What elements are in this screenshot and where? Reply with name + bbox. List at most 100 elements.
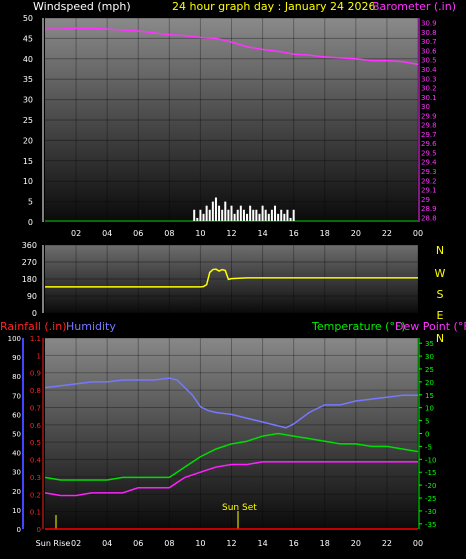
windspeed-bar xyxy=(289,217,292,221)
humidity-line xyxy=(44,377,418,429)
windspeed-bar xyxy=(246,213,249,221)
temperature-tick-label: 10 xyxy=(425,405,434,413)
barometer-tick-label: 30.4 xyxy=(421,66,437,74)
x-tick-label: 16 xyxy=(289,229,299,238)
barometer-axis-label: Barometer (.in) xyxy=(372,0,456,13)
rainfall-tick-label: 1.1 xyxy=(30,335,41,343)
windspeed-bar xyxy=(249,205,252,221)
windspeed-bar xyxy=(202,213,205,221)
windspeed-bar xyxy=(193,209,196,221)
barometer-tick-label: 30.5 xyxy=(421,57,437,65)
humidity-tick-label: 50 xyxy=(12,431,21,439)
x-tick-label: 10 xyxy=(195,229,205,238)
x-tick-label: 22 xyxy=(382,539,392,548)
x-tick-label: 10 xyxy=(195,539,205,548)
humidity-tick-label: 30 xyxy=(12,469,21,477)
x-tick-label: 14 xyxy=(257,229,267,238)
barometer-tick-label: 30 xyxy=(421,103,430,111)
rainfall-tick-label: 0.6 xyxy=(30,422,42,430)
windspeed-tick-label: 40 xyxy=(23,55,33,64)
windspeed-bar xyxy=(270,209,273,221)
x-tick-label: 12 xyxy=(226,229,236,238)
windspeed-bar xyxy=(280,209,283,221)
barometer-tick-label: 30.7 xyxy=(421,38,437,46)
temperature-tick-label: -30 xyxy=(425,508,436,516)
humidity-tick-label: 60 xyxy=(12,411,21,419)
compass-label: E xyxy=(437,309,444,322)
humidity-tick-label: 0 xyxy=(17,526,21,534)
windspeed-bar xyxy=(236,209,239,221)
windspeed-tick-label: 25 xyxy=(23,116,33,125)
temperature-axis-label: Temperature (°F) xyxy=(312,320,406,333)
windspeed-bar xyxy=(214,197,217,221)
temperature-tick-label: -35 xyxy=(425,521,436,529)
x-tick-label: 12 xyxy=(226,539,236,548)
windspeed-bar xyxy=(208,209,211,221)
chart-title: 24 hour graph day : January 24 2026 xyxy=(172,0,376,13)
humidity-tick-label: 20 xyxy=(12,488,21,496)
x-tick-label: 20 xyxy=(351,229,361,238)
direction-tick-label: 0 xyxy=(32,309,37,318)
windspeed-bar xyxy=(224,201,227,221)
direction-tick-label: 270 xyxy=(22,258,37,267)
x-tick-label: 20 xyxy=(351,539,361,548)
x-tick-label: 06 xyxy=(133,539,143,548)
barometer-tick-label: 30.1 xyxy=(421,94,437,102)
windspeed-bar xyxy=(211,201,214,221)
x-tick-label: 00 xyxy=(413,539,423,548)
windspeed-bar xyxy=(196,217,199,221)
barometer-tick-label: 29.2 xyxy=(421,177,437,185)
barometer-tick-label: 30.3 xyxy=(421,75,437,83)
x-tick-label: 04 xyxy=(102,539,112,548)
barometer-tick-label: 29.9 xyxy=(421,112,437,120)
direction-tick-label: 180 xyxy=(22,275,37,284)
windspeed-tick-label: 35 xyxy=(23,75,33,84)
humidity-tick-label: 10 xyxy=(12,507,21,515)
dewpoint-axis-label: Dew Point (°F) xyxy=(395,320,466,333)
x-tick-label: 08 xyxy=(164,229,174,238)
wind-direction-line xyxy=(45,268,418,288)
barometer-tick-label: 28.8 xyxy=(421,214,437,222)
temperature-tick-label: 35 xyxy=(425,340,434,348)
windspeed-bar xyxy=(221,209,224,221)
direction-tick-label: 360 xyxy=(22,241,37,250)
temperature-tick-label: 25 xyxy=(425,366,434,374)
x-tick-label: 16 xyxy=(289,539,299,548)
windspeed-axis-label: Windspeed (mph) xyxy=(33,0,131,13)
windspeed-bar xyxy=(242,209,245,221)
compass-label: N xyxy=(436,332,444,345)
x-tick-label: 04 xyxy=(102,229,112,238)
temperature-tick-label: 30 xyxy=(425,353,434,361)
barometer-tick-label: 28.9 xyxy=(421,205,437,213)
windspeed-bar xyxy=(218,205,221,221)
temperature-line xyxy=(44,432,419,481)
compass-label: N xyxy=(436,244,444,257)
temperature-tick-label: -10 xyxy=(425,456,436,464)
rainfall-tick-label: 0.8 xyxy=(30,387,41,395)
temperature-tick-label: -15 xyxy=(425,469,436,477)
rainfall-tick-label: 0.7 xyxy=(30,404,41,412)
barometer-tick-label: 29.5 xyxy=(421,149,437,157)
windspeed-bar xyxy=(205,205,208,221)
x-tick-label: 02 xyxy=(71,229,81,238)
windspeed-tick-label: 0 xyxy=(28,218,33,227)
windspeed-bar xyxy=(274,205,277,221)
windspeed-bar xyxy=(264,209,267,221)
rainfall-tick-label: 0 xyxy=(37,526,41,534)
windspeed-tick-label: 50 xyxy=(23,14,33,23)
windspeed-tick-label: 15 xyxy=(23,157,33,166)
humidity-tick-label: 90 xyxy=(12,354,21,362)
rainfall-tick-label: 0.2 xyxy=(30,491,41,499)
windspeed-bar xyxy=(233,213,236,221)
x-tick-label: 18 xyxy=(320,539,330,548)
x-tick-label: 06 xyxy=(133,229,143,238)
windspeed-tick-label: 45 xyxy=(23,34,33,43)
temperature-tick-label: 0 xyxy=(425,431,429,439)
temperature-tick-label: -5 xyxy=(425,443,432,451)
rainfall-tick-label: 0.5 xyxy=(30,439,41,447)
windspeed-bar xyxy=(199,209,202,221)
windspeed-tick-label: 5 xyxy=(28,198,33,207)
windspeed-bar xyxy=(261,205,264,221)
barometer-tick-label: 29.1 xyxy=(421,187,437,195)
